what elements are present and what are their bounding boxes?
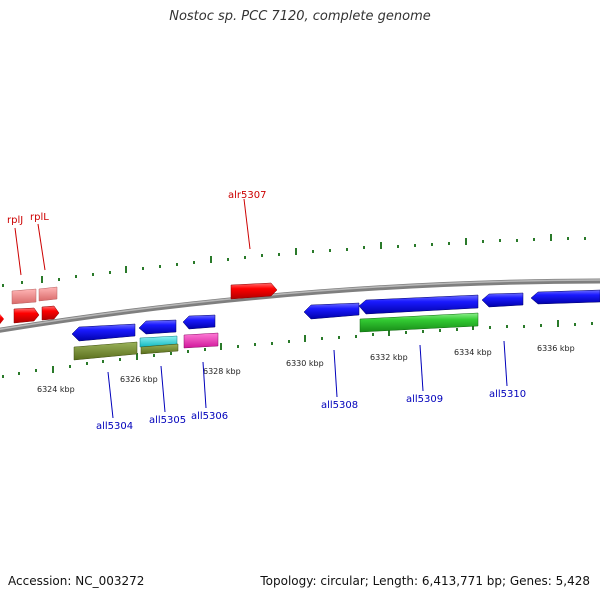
gene-feature-all5309-domain[interactable] xyxy=(359,312,479,333)
scale-label-6332: 6332 kbp xyxy=(370,353,408,362)
label-leader-lines xyxy=(14,198,508,419)
gene-feature-all5304-domain[interactable] xyxy=(73,341,138,361)
gene-feature-rplL-rna[interactable] xyxy=(38,286,58,302)
gene-feature-rplJ[interactable] xyxy=(13,307,40,324)
gene-feature-left-edge[interactable] xyxy=(0,314,4,324)
gene-label-rplJ: rplJ xyxy=(7,215,23,226)
gene-label-all5304: all5304 xyxy=(96,421,133,432)
forward-gene-track xyxy=(0,282,278,324)
gene-feature-all5306[interactable] xyxy=(182,314,216,330)
gene-label-alr5307: alr5307 xyxy=(228,190,266,201)
genome-stats-text: Topology: circular; Length: 6,413,771 bp… xyxy=(260,574,590,588)
gene-feature-all5308[interactable] xyxy=(303,302,360,320)
gene-feature-all5305[interactable] xyxy=(138,319,177,335)
upper-tick-row xyxy=(2,234,586,287)
scale-label-6336: 6336 kbp xyxy=(537,344,575,353)
gene-label-all5309: all5309 xyxy=(406,394,443,405)
gene-label-all5306: all5306 xyxy=(191,411,228,422)
accession-text: Accession: NC_003272 xyxy=(8,574,145,588)
gene-feature-rplJ-rna[interactable] xyxy=(11,288,37,305)
scale-label-6328: 6328 kbp xyxy=(203,367,241,376)
gene-feature-all5310[interactable] xyxy=(481,292,524,308)
gene-label-rplL: rplL xyxy=(30,212,49,223)
reverse-gene-track xyxy=(71,289,600,361)
gene-feature-all5305-domain-b[interactable] xyxy=(140,343,179,355)
scale-label-6330: 6330 kbp xyxy=(286,359,324,368)
map-title: Nostoc sp. PCC 7120, complete genome xyxy=(169,9,431,24)
gene-label-all5310: all5310 xyxy=(489,389,526,400)
genome-backbone xyxy=(0,278,600,333)
gene-feature-alr5307[interactable] xyxy=(230,282,278,300)
gene-feature-all5309[interactable] xyxy=(358,294,479,315)
gene-feature-right-edge[interactable] xyxy=(530,289,600,305)
gene-label-all5308: all5308 xyxy=(321,400,358,411)
gene-feature-all5306-domain[interactable] xyxy=(183,332,219,349)
scale-label-6334: 6334 kbp xyxy=(454,348,492,357)
scale-label-6326: 6326 kbp xyxy=(120,375,158,384)
gene-label-all5305: all5305 xyxy=(149,415,186,426)
scale-label-6324: 6324 kbp xyxy=(37,385,75,394)
lower-tick-row xyxy=(2,320,593,378)
gene-feature-rplL[interactable] xyxy=(41,305,60,321)
gene-feature-all5304[interactable] xyxy=(71,323,136,342)
